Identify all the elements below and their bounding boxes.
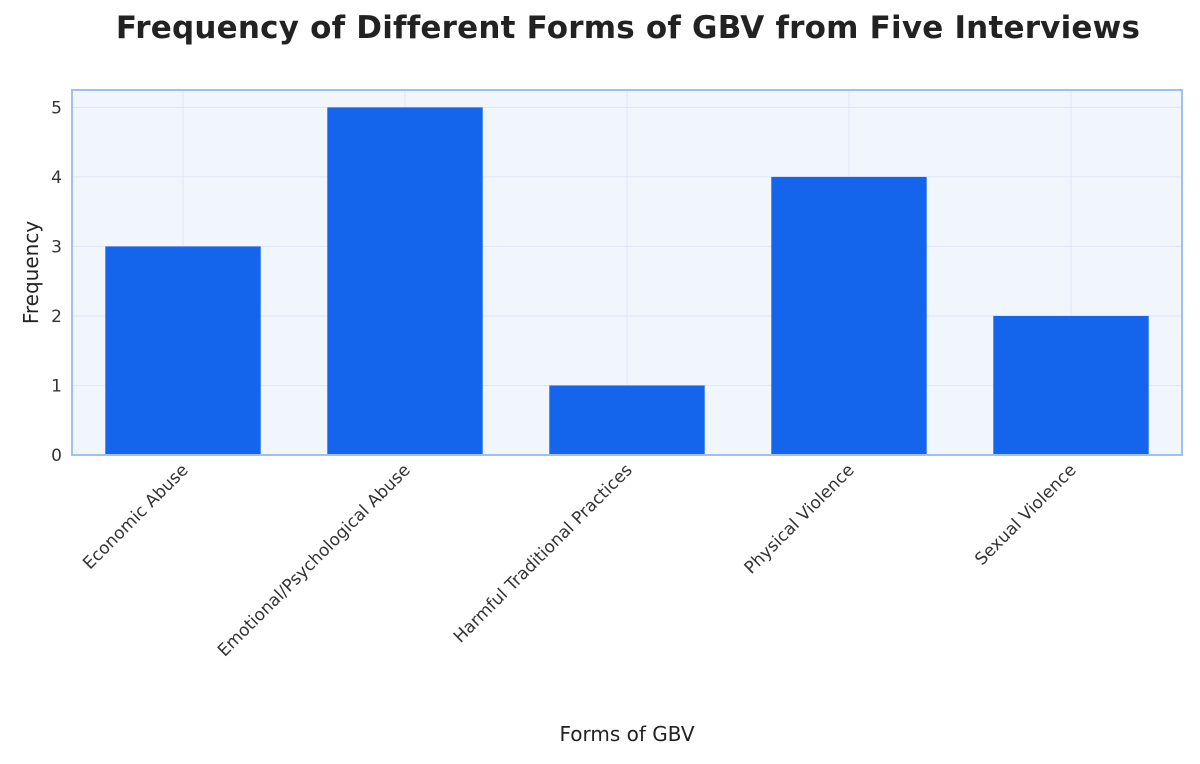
x-tick-label: Harmful Traditional Practices	[450, 460, 637, 647]
bar	[105, 246, 261, 455]
y-tick-label: 5	[51, 98, 62, 118]
y-tick-label: 3	[51, 237, 62, 257]
bar	[549, 385, 705, 455]
x-axis-label: Forms of GBV	[559, 722, 694, 746]
y-tick-labels: 0 1 2 3 4 5	[51, 98, 62, 466]
y-axis-label: Frequency	[19, 221, 43, 324]
y-tick-label: 1	[51, 376, 62, 396]
bar	[993, 315, 1149, 455]
bar	[771, 176, 927, 455]
x-tick-labels: Economic Abuse Emotional/Psychological Ab…	[79, 460, 1080, 661]
bar	[327, 107, 483, 455]
y-tick-label: 2	[51, 307, 62, 327]
bars	[105, 107, 1149, 455]
x-tick-label: Emotional/Psychological Abuse	[214, 460, 415, 661]
y-tick-label: 0	[51, 446, 62, 466]
x-tick-label: Economic Abuse	[79, 460, 192, 573]
plot-frame	[71, 89, 1183, 456]
x-tick-label: Physical Violence	[741, 460, 859, 578]
y-tick-label: 4	[51, 168, 62, 188]
chart-title: Frequency of Different Forms of GBV from…	[115, 10, 1141, 46]
x-tick-label: Sexual Violence	[971, 460, 1080, 569]
